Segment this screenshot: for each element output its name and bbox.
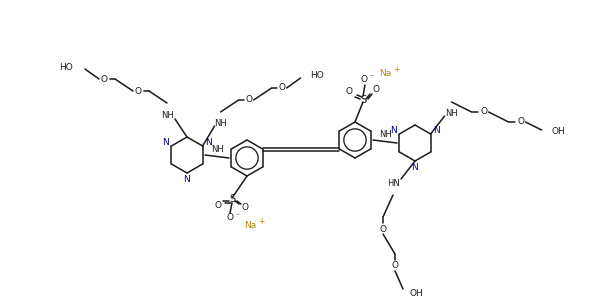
Text: O: O [242,204,248,213]
Text: NH: NH [214,118,227,127]
Text: N: N [390,126,397,135]
Text: O: O [346,88,353,97]
Text: N: N [162,138,169,147]
Text: NH: NH [445,109,458,118]
Text: O: O [373,85,379,94]
Text: O: O [379,225,386,234]
Text: N: N [184,176,191,184]
Text: O: O [100,74,108,83]
Text: O: O [245,95,252,104]
Text: O: O [480,108,487,117]
Text: O: O [391,262,398,271]
Text: N: N [412,164,418,173]
Text: NH: NH [379,130,391,139]
Text: OH: OH [552,127,566,137]
Text: O: O [517,118,524,126]
Text: HN: HN [386,179,400,188]
Text: +: + [258,217,264,227]
Text: N: N [206,138,212,147]
Text: S: S [229,194,235,204]
Text: O: O [361,74,367,83]
Text: Na: Na [379,69,391,79]
Text: OH: OH [409,289,423,298]
Text: ⁻: ⁻ [235,211,239,220]
Text: HO: HO [59,62,73,71]
Text: S: S [360,95,366,105]
Text: NH: NH [210,145,224,154]
Text: HO: HO [311,71,325,80]
Text: N: N [433,126,440,135]
Text: NH: NH [160,111,173,120]
Text: O: O [278,83,285,92]
Text: O: O [215,201,222,210]
Text: +: + [393,65,399,74]
Text: Na: Na [244,222,256,231]
Text: O: O [135,86,141,95]
Text: ⁻: ⁻ [369,72,373,82]
Text: O: O [227,213,234,222]
